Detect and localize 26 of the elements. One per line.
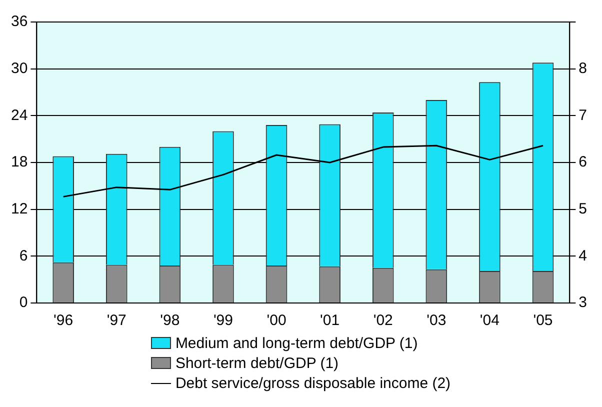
legend-label: Short-term debt/GDP (1) <box>175 354 339 372</box>
y2-tick-label: 3 <box>578 294 587 312</box>
y-tick-label: 18 <box>10 154 28 171</box>
y-tick-label: 0 <box>19 294 28 312</box>
y-tick-label: 36 <box>10 13 28 30</box>
y-tick-label: 6 <box>19 247 28 264</box>
y2-tick-label: 4 <box>578 247 587 264</box>
x-tick-label: '00 <box>266 312 286 330</box>
x-tick-label: '03 <box>426 312 446 330</box>
x-tick-label: '04 <box>480 312 500 330</box>
y-tick-label: 30 <box>10 60 28 77</box>
y-tick-label: 24 <box>10 106 28 124</box>
x-tick-label: '98 <box>160 312 180 330</box>
x-tick-label: '97 <box>106 312 126 330</box>
x-tick-label: '02 <box>373 312 393 330</box>
y2-tick-label: 5 <box>578 200 587 218</box>
y-tick-label: 12 <box>10 200 28 218</box>
legend-label: Medium and long-term debt/GDP (1) <box>175 334 418 352</box>
y2-tick-label: 6 <box>578 154 587 171</box>
y2-tick-label: 7 <box>578 106 587 124</box>
x-tick-label: '99 <box>213 312 234 330</box>
x-tick-label: '96 <box>54 312 74 330</box>
legend-label: Debt service/gross disposable income (2) <box>175 374 451 392</box>
x-tick-label: '01 <box>320 312 340 330</box>
x-tick-label: '05 <box>533 312 553 330</box>
y2-tick-label: 8 <box>578 60 587 77</box>
